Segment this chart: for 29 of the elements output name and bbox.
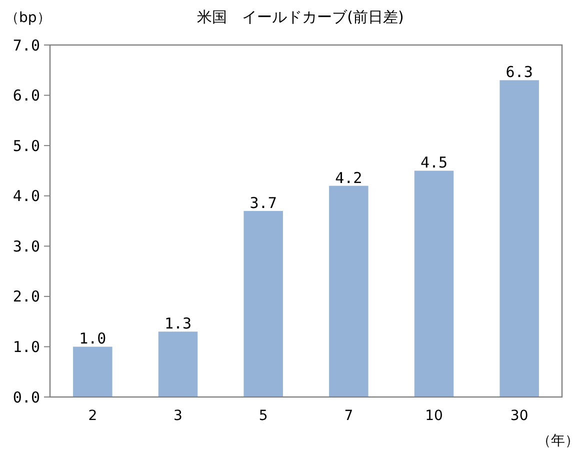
- data-label: 1.3: [164, 314, 192, 333]
- x-tick-label: 5: [258, 408, 268, 424]
- y-tick-label: 5.0: [12, 136, 40, 155]
- data-label: 6.3: [506, 63, 533, 82]
- y-tick-label: 7.0: [12, 36, 40, 54]
- x-tick-label: 30: [510, 408, 528, 424]
- bar: [158, 332, 198, 397]
- data-label: 1.0: [79, 330, 106, 348]
- y-tick-label: 6.0: [12, 86, 40, 105]
- y-tick-label: 3.0: [12, 237, 40, 256]
- bar: [329, 186, 368, 397]
- bar: [414, 170, 454, 397]
- y-tick-label: 0.0: [12, 388, 40, 406]
- x-tick-label: 2: [88, 408, 98, 424]
- y-tick-label: 4.0: [12, 187, 40, 206]
- x-tick-label: 10: [425, 408, 443, 424]
- chart-title: 米国 イールドカーブ(前日差): [197, 8, 404, 26]
- bar: [73, 346, 112, 397]
- x-tick-label: 7: [344, 408, 354, 424]
- x-tick-label: 3: [174, 408, 182, 424]
- x-axis-title: （年）: [537, 433, 579, 449]
- y-axis-title: （bp）: [5, 10, 51, 26]
- data-label: 3.7: [250, 194, 277, 212]
- y-tick-label: 1.0: [12, 338, 40, 356]
- y-tick-label: 2.0: [12, 288, 40, 306]
- data-label: 4.2: [335, 168, 362, 187]
- bar: [244, 210, 283, 397]
- data-label: 4.5: [420, 154, 448, 172]
- bar: [500, 80, 539, 397]
